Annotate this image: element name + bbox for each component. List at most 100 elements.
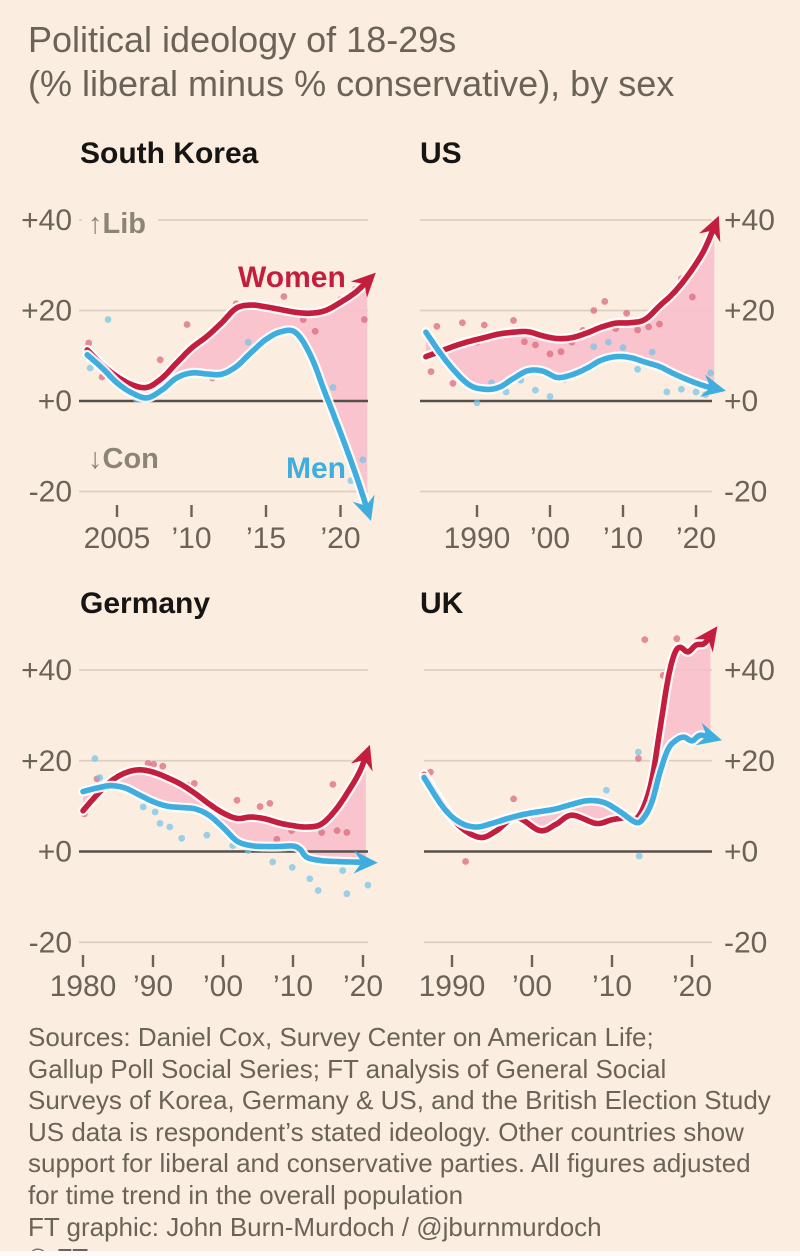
women-scatter-dot — [333, 827, 341, 835]
men-line — [84, 327, 371, 513]
men-scatter-dot — [546, 393, 554, 400]
x-tick-label: ’10 — [171, 522, 211, 555]
men-scatter-dot — [648, 348, 656, 356]
page-title-line1: Political ideology of 18-29s — [28, 19, 457, 60]
women-scatter-dot — [318, 829, 326, 836]
x-tick-label: ’90 — [133, 970, 173, 1003]
women-line — [80, 753, 369, 830]
women-scatter-dot — [557, 348, 565, 356]
annotation-men: Men — [286, 452, 346, 485]
women-line — [423, 224, 718, 360]
men-arrowhead-icon — [353, 850, 378, 874]
women-scatter-dot — [311, 327, 319, 335]
men-scatter-dot — [269, 858, 277, 866]
x-tick-label: ’20 — [320, 522, 360, 555]
chart-title-germany: Germany — [80, 587, 211, 620]
men-scatter-dot — [635, 748, 642, 756]
y-tick-label: +40 — [21, 654, 72, 687]
women-scatter-dot — [433, 322, 441, 330]
men-scatter-dot — [635, 852, 643, 860]
women-scatter-dot — [656, 320, 663, 328]
annotation-backplate — [82, 209, 158, 239]
men-scatter-dot — [306, 875, 314, 883]
x-tick-label: ’10 — [603, 522, 643, 555]
men-scatter-dot — [86, 364, 94, 372]
y-tick-label: +0 — [38, 385, 72, 418]
chart-title-uk: UK — [420, 587, 464, 620]
uk-chart: 1990 ’00 ’10 ’20 +40 +20 +0 -20 — [419, 626, 775, 1003]
x-tick-label: ’20 — [676, 522, 716, 555]
men-scatter-dot — [603, 786, 610, 794]
women-scatter-dot — [427, 368, 435, 375]
y-tick-label: +40 — [724, 204, 775, 237]
men-scatter-dot — [707, 369, 714, 377]
women-scatter-dot — [280, 293, 288, 300]
women-scatter-dot — [459, 319, 466, 327]
bottom-edge-strip — [0, 1251, 800, 1256]
women-scatter-dot — [156, 356, 164, 364]
men-scatter-dot — [166, 823, 174, 831]
x-tick-label: ’10 — [592, 970, 632, 1003]
y-tick-label: +40 — [724, 654, 775, 687]
gender-gap-band — [83, 756, 366, 863]
women-scatter-dot — [190, 780, 198, 787]
women-scatter-dot — [546, 350, 554, 358]
x-tick-label: ’00 — [512, 970, 552, 1003]
gender-gap-band — [424, 636, 711, 838]
women-scatter-dot — [273, 835, 281, 843]
men-scatter-dot — [151, 808, 159, 816]
source-line: Gallup Poll Social Series; FT analysis o… — [28, 1053, 667, 1084]
source-line: US data is respondent’s stated ideology.… — [28, 1116, 744, 1147]
y-tick-label: +0 — [38, 836, 72, 869]
women-scatter-dot — [521, 338, 528, 346]
men-arrowhead-icon — [695, 722, 722, 746]
women-arrowhead-icon — [699, 215, 721, 243]
x-tick-label: 1990 — [419, 970, 486, 1003]
x-tick-label: ’20 — [672, 970, 712, 1003]
chart-title-south-korea: South Korea — [80, 137, 259, 170]
men-scatter-dot — [139, 803, 147, 811]
men-scatter-dot — [634, 365, 641, 373]
men-arrowhead-icon — [352, 494, 375, 521]
women-scatter-dot — [85, 339, 93, 347]
women-scatter-dot — [360, 316, 368, 323]
x-tick-label: 2005 — [84, 522, 151, 555]
men-scatter-dot — [663, 388, 671, 396]
women-scatter-dot — [510, 795, 517, 803]
women-scatter-dot — [462, 858, 469, 865]
women-line — [84, 278, 371, 391]
women-scatter-dot — [150, 760, 158, 768]
men-line — [423, 329, 718, 393]
y-tick-label: -20 — [724, 476, 767, 509]
women-scatter-dot — [688, 293, 696, 301]
men-scatter-dot — [343, 890, 351, 898]
women-arrowhead-icon — [350, 744, 373, 772]
women-scatter-dot — [532, 341, 539, 349]
men-scatter-dot — [91, 755, 99, 762]
women-scatter-dot — [449, 379, 457, 387]
men-scatter-dot — [619, 344, 627, 352]
y-tick-label: -20 — [724, 926, 767, 959]
source-line: Sources: Daniel Cox, Survey Center on Am… — [28, 1022, 654, 1052]
south-korea-chart: 2005 ’10 ’15 ’20 +40 +20 +0 -20 ↑Lib ↓Con Women Men — [21, 204, 376, 555]
y-tick-label: +0 — [724, 836, 758, 869]
women-scatter-dot — [266, 800, 274, 807]
men-scatter-dot — [359, 456, 367, 464]
men-line — [80, 782, 369, 866]
women-arrowhead-icon — [694, 626, 718, 653]
men-scatter-dot — [590, 343, 598, 351]
women-scatter-dot — [510, 317, 517, 324]
chart-footer: Sources: Daniel Cox, Survey Center on Am… — [28, 1022, 788, 1256]
chart-header: Political ideology of 18-29s (% liberal … — [28, 18, 674, 106]
annotation-lib: ↑Lib — [88, 208, 146, 240]
men-scatter-dot — [203, 831, 211, 839]
y-tick-label: +20 — [724, 295, 775, 328]
men-scatter-dot — [96, 774, 104, 781]
x-tick-label: ’20 — [343, 970, 383, 1003]
women-scatter-dot — [634, 326, 641, 334]
women-scatter-dot — [329, 780, 337, 788]
women-scatter-dot — [159, 762, 167, 770]
source-line: for time trend in the overall population — [28, 1179, 464, 1210]
women-scatter-dot — [635, 755, 642, 762]
